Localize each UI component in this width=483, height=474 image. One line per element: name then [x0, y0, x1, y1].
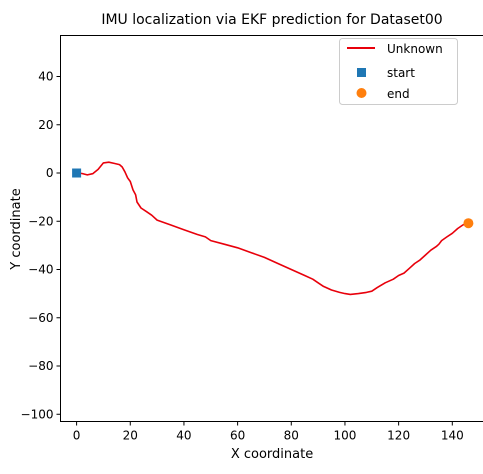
- legend-label-end: end: [387, 87, 410, 101]
- x-tick-label: 40: [176, 429, 191, 443]
- legend: Unknown start end: [340, 39, 458, 105]
- legend-circle-swatch: [357, 88, 367, 98]
- x-axis-label: X coordinate: [231, 447, 313, 462]
- legend-label-unknown: Unknown: [387, 42, 443, 56]
- x-tick-label: 20: [123, 429, 138, 443]
- legend-label-start: start: [387, 66, 415, 80]
- x-tick-label: 140: [441, 429, 464, 443]
- chart-title: IMU localization via EKF prediction for …: [101, 12, 442, 28]
- trajectory-line: [77, 162, 469, 294]
- x-tick-label: 0: [73, 429, 81, 443]
- y-tick-label: 0: [46, 166, 54, 180]
- start-marker: [72, 169, 81, 178]
- y-tick-label: −60: [28, 311, 53, 325]
- y-axis-ticks: 40 20 0 −20 −40 −60 −80 −100: [21, 70, 61, 422]
- y-tick-label: −40: [28, 263, 53, 277]
- y-axis-label: Y coordinate: [9, 188, 24, 270]
- x-tick-label: 100: [334, 429, 357, 443]
- y-tick-label: 20: [38, 118, 53, 132]
- y-tick-label: −80: [28, 359, 53, 373]
- y-tick-label: 40: [38, 70, 53, 84]
- x-tick-label: 60: [230, 429, 245, 443]
- y-tick-label: −100: [21, 407, 54, 421]
- legend-square-swatch: [357, 68, 366, 77]
- x-tick-label: 80: [284, 429, 299, 443]
- end-marker: [463, 218, 473, 228]
- y-tick-label: −20: [28, 214, 53, 228]
- x-axis-ticks: 0 20 40 60 80 100 120 140: [73, 422, 464, 443]
- series-layer: [72, 162, 473, 294]
- x-tick-label: 120: [387, 429, 410, 443]
